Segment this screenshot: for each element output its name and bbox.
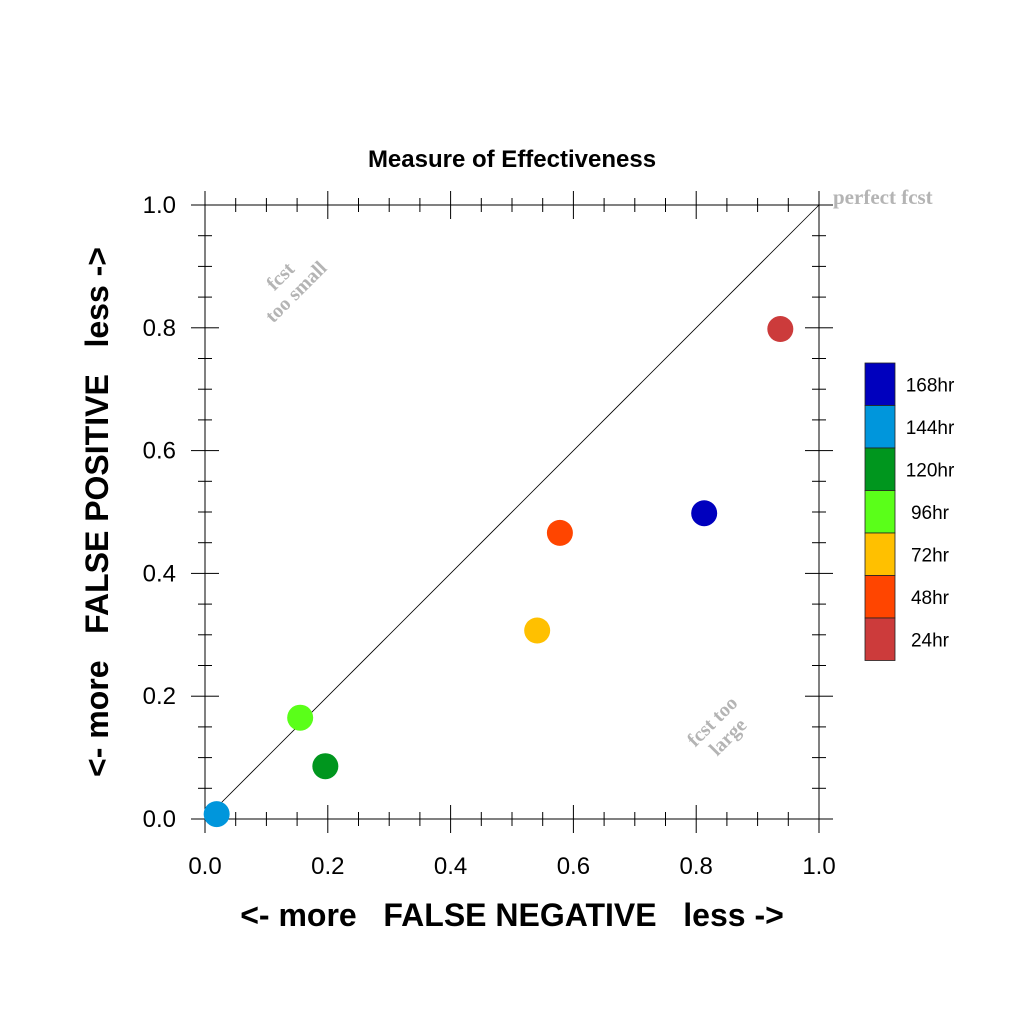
x-tick-label: 0.6 <box>557 853 590 880</box>
x-tick-labels: 0.0 0.2 0.4 0.6 0.8 1.0 <box>188 853 835 880</box>
y-tick-label: 0.2 <box>143 683 176 710</box>
x-tick-label: 0.2 <box>311 853 344 880</box>
y-tick-label: 0.4 <box>143 560 176 587</box>
x-tick-label: 0.8 <box>680 853 713 880</box>
point-96hr <box>287 704 314 731</box>
y-tick-label: 0.0 <box>143 806 176 833</box>
legend-label-72hr: 72hr <box>911 545 950 566</box>
point-120hr <box>312 753 339 780</box>
x-tick-label: 0.0 <box>188 853 221 880</box>
y-tick-label: 1.0 <box>143 192 176 219</box>
legend-swatch-48hr <box>864 575 896 619</box>
legend-swatch-72hr <box>864 532 896 576</box>
legend-swatch-144hr <box>864 405 896 449</box>
minor-ticks <box>198 198 826 826</box>
legend: 168hr 144hr 120hr 96hr 72hr 48hr 24hr <box>864 362 955 661</box>
legend-swatch-120hr <box>864 447 896 491</box>
y-tick-label: 0.8 <box>143 315 176 342</box>
data-points <box>203 316 794 828</box>
annotation-perfect-fcst: perfect fcst <box>833 185 933 209</box>
point-168hr <box>691 500 718 527</box>
legend-label-120hr: 120hr <box>906 460 955 481</box>
legend-swatch-24hr <box>864 617 896 661</box>
x-axis-label: <- more FALSE NEGATIVE less -> <box>240 897 784 933</box>
annotation-too-large: fcst too large <box>683 692 751 760</box>
point-48hr <box>546 519 573 546</box>
legend-label-144hr: 144hr <box>906 418 955 439</box>
legend-label-96hr: 96hr <box>911 503 950 524</box>
legend-label-48hr: 48hr <box>911 588 950 609</box>
y-tick-label: 0.6 <box>143 438 176 465</box>
chart-title: Measure of Effectiveness <box>368 146 656 173</box>
x-tick-label: 1.0 <box>802 853 835 880</box>
point-144hr <box>203 801 230 828</box>
legend-label-168hr: 168hr <box>906 375 955 396</box>
annotation-too-small: fcst too small <box>261 257 331 327</box>
y-tick-labels: 0.0 0.2 0.4 0.6 0.8 1.0 <box>143 192 176 833</box>
point-24hr <box>767 316 794 343</box>
legend-label-24hr: 24hr <box>911 630 950 651</box>
legend-swatch-168hr <box>864 362 896 406</box>
y-axis-label: <- more FALSE POSITIVE less -> <box>79 247 115 777</box>
point-72hr <box>524 617 551 644</box>
legend-swatch-96hr <box>864 490 896 534</box>
annotation-too-small-line2: too small <box>261 257 331 327</box>
x-tick-label: 0.4 <box>434 853 467 880</box>
major-ticks <box>191 191 833 833</box>
